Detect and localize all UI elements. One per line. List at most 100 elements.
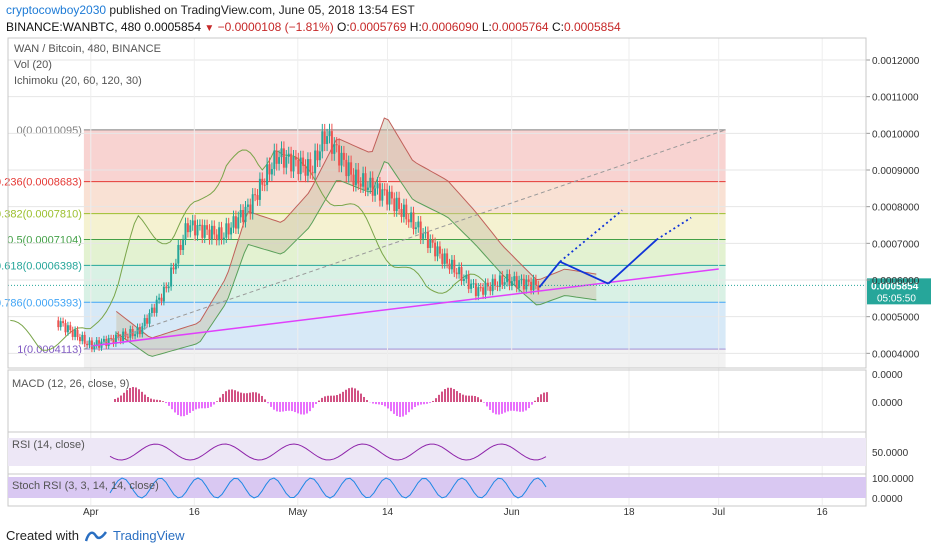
candle-body xyxy=(460,267,463,282)
candle-body xyxy=(208,229,211,240)
macd-label: MACD (12, 26, close, 9) xyxy=(12,378,129,390)
candle-body xyxy=(326,136,329,144)
candle-body xyxy=(479,287,482,289)
senkou-a-line xyxy=(115,117,597,339)
candle-body xyxy=(76,329,79,338)
candle-body xyxy=(369,177,372,188)
candle-body xyxy=(342,152,345,160)
candle-body xyxy=(417,221,420,228)
price-change: −0.0000108 (−1.81%) xyxy=(217,20,334,34)
projection-arrow[interactable] xyxy=(538,261,561,288)
candle-body xyxy=(287,153,290,157)
candle-body xyxy=(347,162,350,177)
candle-body xyxy=(393,198,396,212)
candle-body xyxy=(218,227,221,241)
price-tag xyxy=(867,278,931,305)
candle-body xyxy=(153,307,156,313)
candle-body xyxy=(290,153,293,172)
stoch-tick-label: 100.0000 xyxy=(872,474,914,485)
author-link[interactable]: cryptocowboy2030 xyxy=(6,3,107,17)
candle-body xyxy=(383,189,386,191)
x-tick-label: May xyxy=(288,507,307,518)
candle-body xyxy=(311,172,314,174)
candle-body xyxy=(90,340,93,350)
candle-body xyxy=(263,184,266,186)
ichimoku-indicator-label: Ichimoku (20, 60, 120, 30) xyxy=(14,75,142,87)
candle-body xyxy=(64,323,67,333)
candle-body xyxy=(239,210,242,218)
projection-arrow[interactable] xyxy=(607,239,658,285)
candle-body xyxy=(515,276,518,289)
stoch-tick-label: 0.0000 xyxy=(872,494,903,505)
footer-brand[interactable]: TradingView xyxy=(112,528,185,543)
candle-body xyxy=(525,279,528,290)
y-tick-label: 0.0010000 xyxy=(872,129,920,140)
x-tick-label: 16 xyxy=(189,507,201,518)
candle-body xyxy=(498,275,501,287)
candle-body xyxy=(508,274,511,287)
rsi-band xyxy=(8,438,866,466)
candle-body xyxy=(513,276,516,282)
open-value: 0.0005769 xyxy=(349,20,407,34)
y-tick-label: 0.0004000 xyxy=(872,349,920,360)
y-tick-label: 0.0007000 xyxy=(872,239,920,250)
candle-body xyxy=(436,246,439,257)
candle-body xyxy=(376,183,379,189)
candle-body xyxy=(302,157,305,166)
fib-level-label: 0.786(0.0005393) xyxy=(0,297,82,309)
candle-body xyxy=(196,225,199,236)
candle-body xyxy=(518,280,521,289)
candle-body xyxy=(162,286,165,302)
fib-level-label: 0.618(0.0006398) xyxy=(0,260,82,272)
candle-body xyxy=(503,282,506,285)
candle-body xyxy=(78,337,81,342)
candle-body xyxy=(254,194,257,196)
candle-body xyxy=(189,225,192,233)
candle-body xyxy=(222,237,225,240)
candle-body xyxy=(350,162,353,175)
candle-body xyxy=(501,275,504,285)
tradingview-logo-icon xyxy=(84,530,107,541)
candle-body xyxy=(446,253,449,264)
candle-body xyxy=(318,151,321,161)
candle-body xyxy=(74,329,77,337)
candle-body xyxy=(400,208,403,217)
candle-body xyxy=(465,274,468,279)
candle-body xyxy=(107,338,110,347)
candle-body xyxy=(119,337,122,342)
candle-body xyxy=(366,187,369,190)
candle-body xyxy=(335,144,338,146)
support-trendline[interactable] xyxy=(90,268,719,347)
candle-body xyxy=(496,285,499,287)
candle-body xyxy=(170,267,173,287)
candle-body xyxy=(81,334,84,342)
candle-body xyxy=(69,325,72,331)
main-pane-frame xyxy=(7,37,867,369)
fib-zone xyxy=(83,239,726,266)
candle-body xyxy=(314,150,317,174)
candle-body xyxy=(419,221,422,239)
candle-body xyxy=(143,318,146,327)
rsi-label: RSI (14, close) xyxy=(12,439,85,451)
projection-arrow[interactable] xyxy=(559,209,623,263)
candle-body xyxy=(388,191,391,205)
candle-body xyxy=(275,150,278,164)
x-tick-label: 18 xyxy=(623,507,635,518)
candle-body xyxy=(453,259,456,273)
rsi-tick-label: 50.0000 xyxy=(872,448,909,459)
price-tag-value: 0.0005854 xyxy=(871,281,919,292)
candle-body xyxy=(158,297,161,300)
projection-arrow[interactable] xyxy=(559,260,609,285)
projection-arrow[interactable] xyxy=(656,216,692,241)
candle-body xyxy=(165,286,168,289)
candle-body xyxy=(354,169,357,186)
candle-body xyxy=(124,331,127,337)
fib-level-label: 1(0.0004113) xyxy=(17,344,82,356)
candle-body xyxy=(316,150,319,161)
fib-diagonal xyxy=(83,129,726,350)
candle-body xyxy=(345,159,348,177)
candle-body xyxy=(340,152,343,166)
fib-level-label: 0.236(0.0008683) xyxy=(0,177,82,189)
candle-body xyxy=(443,253,446,264)
